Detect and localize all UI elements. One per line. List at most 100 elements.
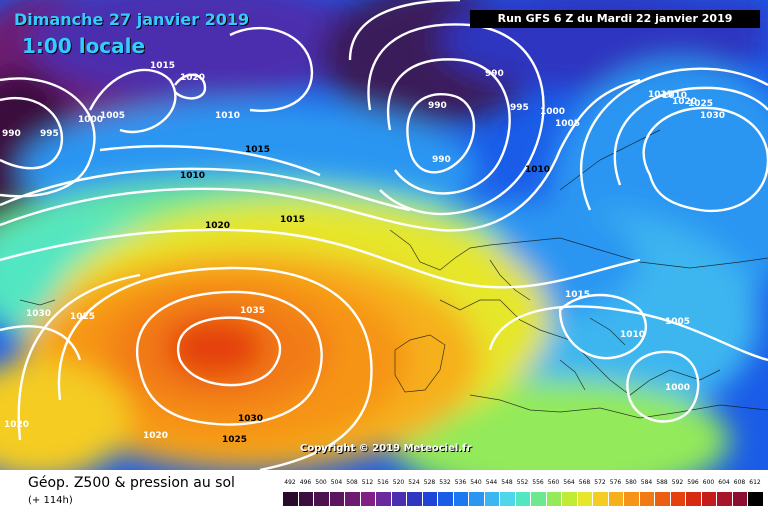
isobar-label: 1020 — [205, 221, 230, 231]
isobar-label: 1010 — [620, 330, 645, 340]
isobar-label: 990 — [2, 129, 21, 139]
legend-value-556: 556 — [532, 479, 544, 486]
local-time-label: 1:00 locale — [22, 34, 146, 58]
legend-swatch — [670, 492, 686, 506]
legend-swatch — [469, 492, 485, 506]
legend-value-572: 572 — [594, 479, 606, 486]
weather-map: 1015 1020 1010 1005 1000 990 995 1010 1015 1010 10… — [0, 0, 768, 470]
legend-value-592: 592 — [671, 479, 684, 486]
legend-value-564: 564 — [563, 479, 575, 486]
coastlines — [19, 129, 768, 419]
legend-value-612: 612 — [749, 479, 761, 486]
legend-value-500: 500 — [315, 479, 327, 486]
legend-value-508: 508 — [346, 479, 358, 486]
legend-swatch — [531, 492, 547, 506]
forecast-date: Dimanche 27 janvier 2019 — [14, 10, 250, 29]
legend-value-600: 600 — [702, 479, 715, 486]
legend-swatch — [515, 492, 531, 506]
legend-value-604: 604 — [718, 479, 730, 486]
legend-swatch — [639, 492, 655, 506]
legend-value-524: 524 — [408, 479, 420, 486]
legend-swatch — [438, 492, 454, 506]
legend-swatch — [608, 492, 624, 506]
legend-swatch — [562, 492, 578, 506]
isobar-label: 1005 — [100, 111, 125, 121]
legend-value-576: 576 — [609, 479, 622, 486]
legend-swatch — [407, 492, 423, 506]
isobar-label: 1000 — [665, 383, 690, 393]
isobar-label: 1015 — [565, 290, 590, 300]
legend-swatch — [453, 492, 469, 506]
legend-value-532: 532 — [439, 479, 451, 486]
isobar-label: 1025 — [688, 99, 713, 109]
isobar-label: 1010 — [662, 91, 687, 101]
legend-swatch — [329, 492, 345, 506]
legend-swatch — [701, 492, 717, 506]
isobar-label: 1030 — [238, 414, 263, 424]
legend-swatch — [422, 492, 438, 506]
legend-swatch — [314, 492, 330, 506]
isobar-label: 1000 — [78, 115, 103, 125]
legend-value-552: 552 — [516, 479, 529, 486]
legend-swatch — [593, 492, 609, 506]
model-run-info: Run GFS 6 Z du Mardi 22 janvier 2019 — [470, 10, 760, 28]
legend-swatch — [484, 492, 500, 506]
legend-value-584: 584 — [640, 479, 653, 486]
isobar-label: 1010 — [215, 111, 240, 121]
legend-value-608: 608 — [733, 479, 746, 486]
legend-swatch — [345, 492, 361, 506]
legend-swatch — [655, 492, 671, 506]
legend-value-504: 504 — [330, 479, 343, 486]
isobar-label: 1000 — [540, 107, 565, 117]
isobar-label: 1035 — [240, 306, 265, 316]
legend-value-512: 512 — [361, 479, 374, 486]
isobar-label: 1025 — [70, 312, 95, 322]
isobar-label: 995 — [510, 103, 529, 113]
isobar-label: 1030 — [700, 111, 725, 121]
legend-swatch — [500, 492, 516, 506]
isobar-label: 1005 — [665, 317, 690, 327]
product-title: Géop. Z500 & pression au sol — [28, 475, 235, 491]
isobar-label: 1030 — [26, 309, 51, 319]
isobar-label: 1015 — [648, 90, 673, 100]
isobar-label: 995 — [40, 129, 59, 139]
legend-swatch — [686, 492, 702, 506]
legend-swatch — [360, 492, 376, 506]
legend-value-580: 580 — [625, 479, 637, 486]
isobar-label: 1015 — [245, 145, 270, 155]
isobar-label: 990 — [432, 155, 451, 165]
legend-value-544: 544 — [485, 479, 498, 486]
isobar-label: 1020 — [143, 431, 168, 441]
legend-swatch — [391, 492, 407, 506]
legend-swatch — [376, 492, 392, 506]
legend-value-596: 596 — [687, 479, 699, 486]
legend-swatch — [732, 492, 748, 506]
isobar-label: 1015 — [150, 61, 175, 71]
isobar-label: 1010 — [180, 171, 205, 181]
lead-time: (+ 114h) — [28, 495, 73, 506]
isobar-label: 990 — [428, 101, 447, 111]
legend-value-540: 540 — [470, 479, 482, 486]
legend-value-496: 496 — [299, 479, 312, 486]
legend-value-568: 568 — [578, 479, 591, 486]
copyright-notice: Copyright © 2019 Meteociel.fr — [300, 443, 472, 454]
isobars — [0, 0, 768, 470]
map-footer: Géop. Z500 & pression au sol (+ 114h) 49… — [0, 470, 768, 512]
legend-swatch — [546, 492, 562, 506]
legend-value-520: 520 — [392, 479, 405, 486]
legend-value-492: 492 — [284, 479, 296, 486]
legend-swatch — [577, 492, 593, 506]
isobar-label: 1020 — [180, 73, 205, 83]
legend-value-560: 560 — [547, 479, 560, 486]
color-field — [0, 0, 768, 470]
legend-swatch — [298, 492, 314, 506]
legend-swatch — [748, 492, 764, 506]
legend-swatch — [717, 492, 733, 506]
isobar-label: 1010 — [525, 165, 550, 175]
legend-value-528: 528 — [423, 479, 436, 486]
legend-value-588: 588 — [656, 479, 668, 486]
isobar-label: 1020 — [4, 420, 29, 430]
legend-swatch — [624, 492, 640, 506]
